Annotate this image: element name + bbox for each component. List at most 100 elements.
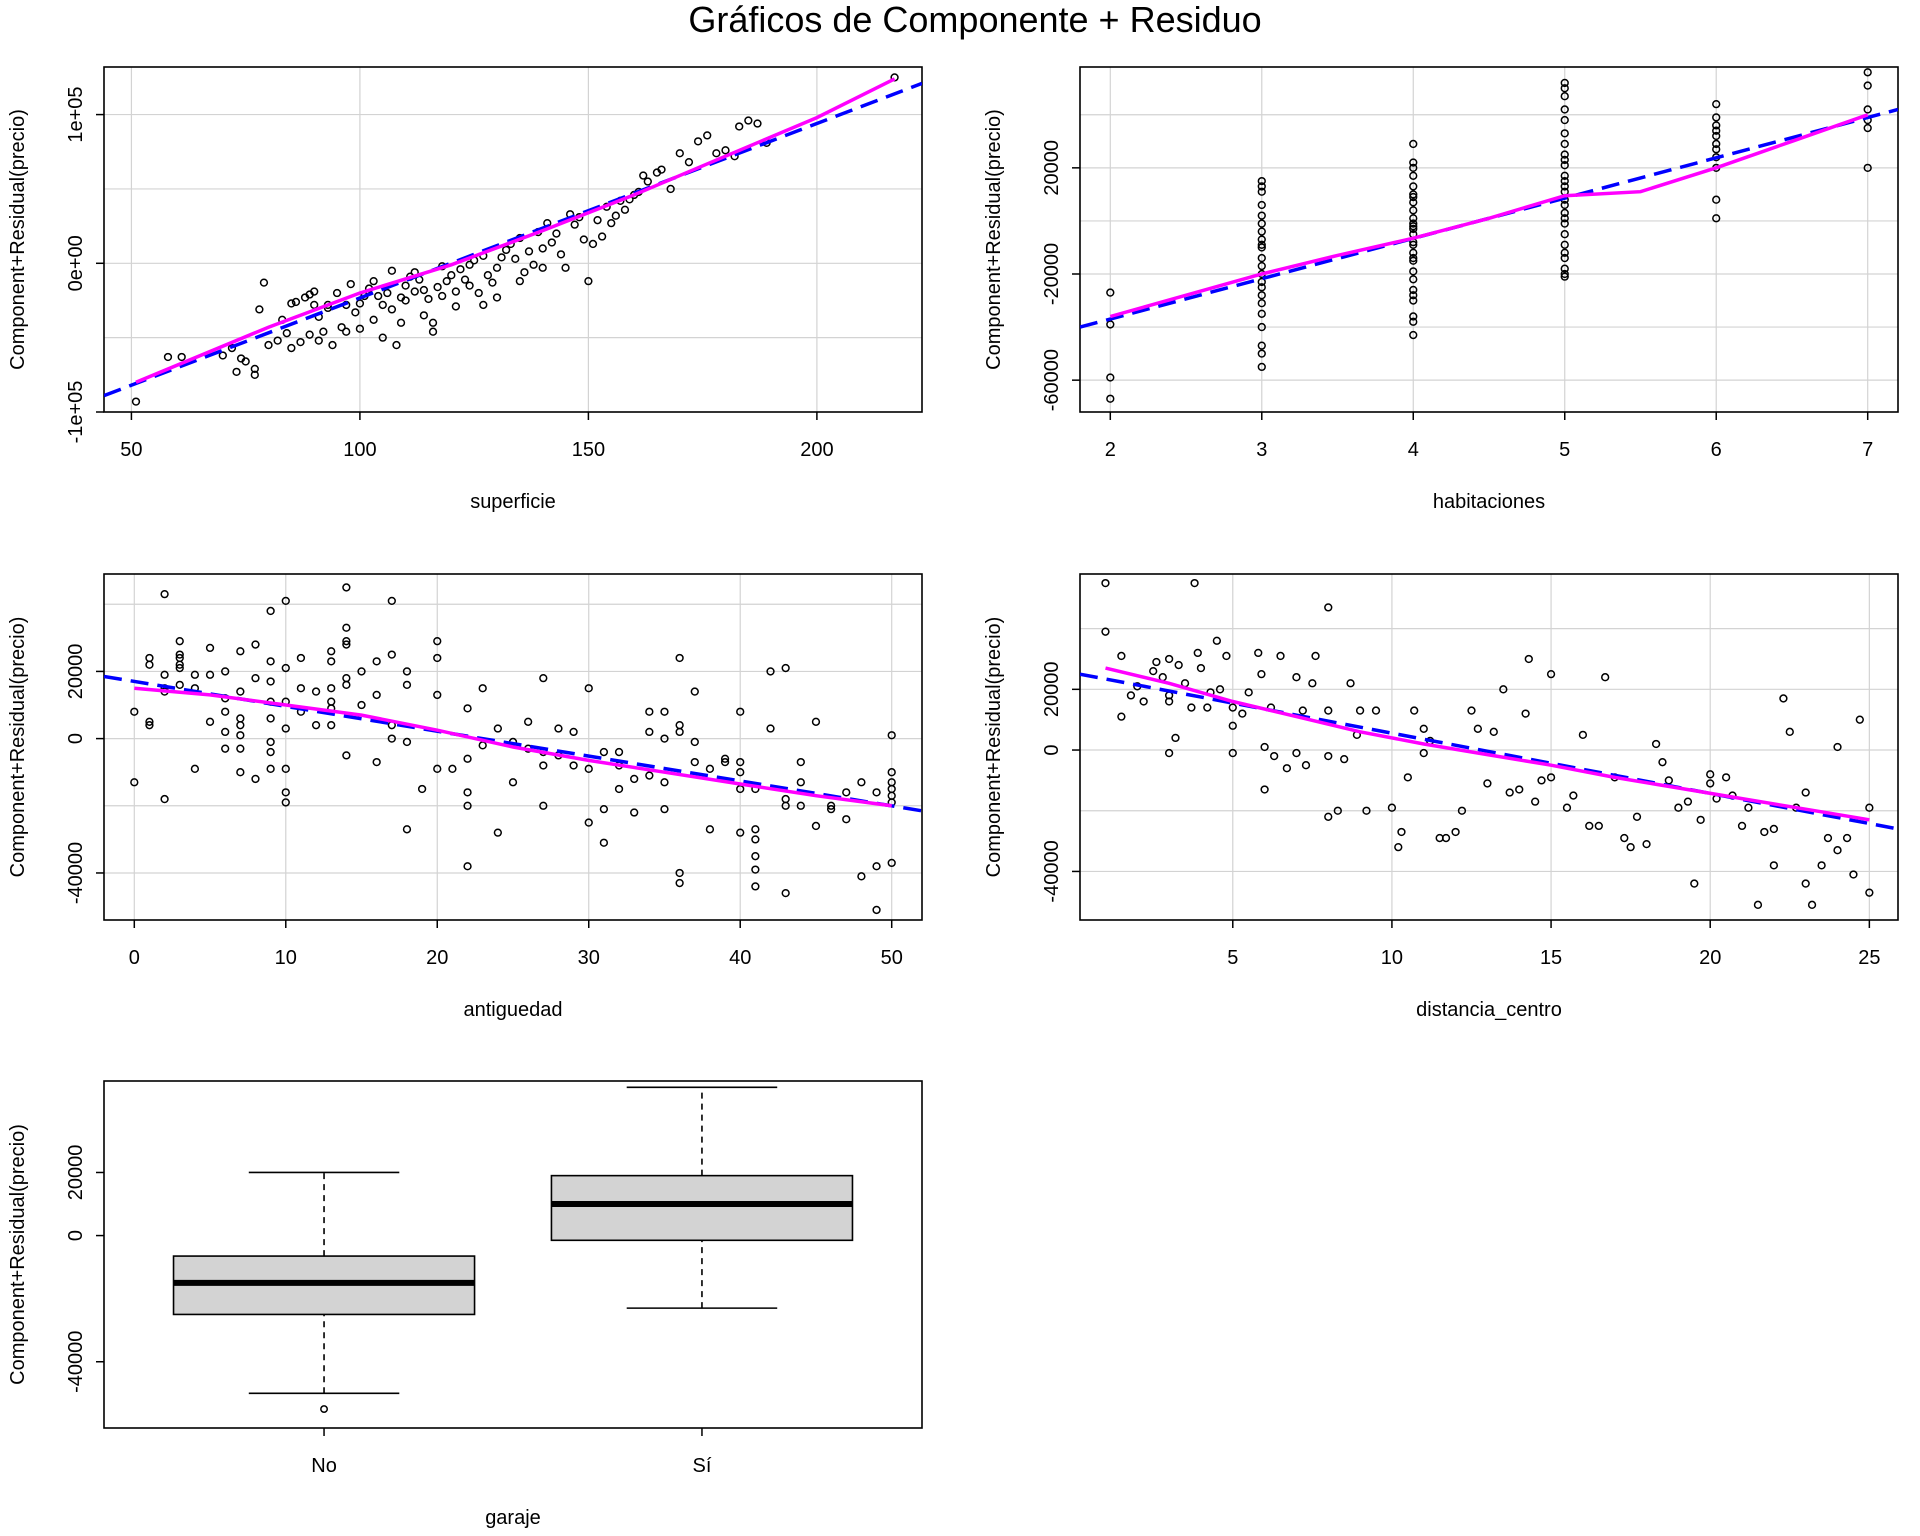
data-point	[1149, 666, 1158, 676]
data-point	[1397, 827, 1406, 837]
data-point	[735, 122, 744, 131]
data-point	[1560, 115, 1569, 125]
data-point	[1187, 703, 1196, 712]
data-point	[342, 680, 351, 690]
data-point	[417, 784, 427, 794]
x-tick-label: 6	[1711, 439, 1722, 461]
data-point	[1409, 158, 1418, 167]
data-point	[1712, 145, 1721, 154]
data-point	[611, 211, 620, 220]
data-point	[1190, 578, 1199, 588]
data-point	[826, 801, 836, 810]
data-point	[842, 788, 851, 797]
data-point	[645, 771, 654, 780]
x-tick-label: 3	[1256, 439, 1267, 461]
data-point	[130, 778, 139, 787]
data-point	[175, 653, 184, 663]
data-point	[1257, 187, 1266, 196]
data-point	[721, 146, 730, 155]
plot-frame	[1079, 573, 1899, 921]
y-axis-label: Component+Residual(precio)	[7, 1124, 29, 1385]
data-point	[1842, 833, 1852, 843]
data-point	[433, 637, 442, 646]
data-point	[872, 788, 881, 797]
data-point	[478, 741, 487, 750]
data-point	[221, 744, 230, 753]
data-point	[1324, 751, 1333, 761]
data-point	[690, 737, 699, 747]
data-point	[744, 116, 753, 125]
data-point	[383, 288, 392, 298]
data-point	[281, 596, 290, 606]
x-tick-label: 20	[426, 947, 448, 969]
data-point	[419, 285, 429, 295]
data-point	[1410, 706, 1419, 715]
y-tick-label: 1e+05	[65, 87, 87, 143]
data-point	[478, 684, 487, 693]
x-tick-label: 2	[1105, 439, 1116, 461]
x-tick-label: Sí	[693, 1455, 712, 1477]
data-point	[1244, 688, 1253, 697]
data-point	[1203, 703, 1212, 712]
data-point	[327, 721, 336, 730]
data-point	[1499, 685, 1508, 694]
data-point	[1594, 821, 1603, 831]
y-axis-label: Component+Residual(precio)	[7, 617, 29, 878]
data-point	[712, 149, 721, 158]
data-point	[1409, 275, 1418, 284]
data-point	[1409, 182, 1418, 191]
data-point	[1560, 150, 1569, 159]
x-tick-label: 100	[343, 439, 376, 461]
data-point	[266, 606, 275, 616]
y-axis-label: Component+Residual(precio)	[983, 109, 1005, 370]
data-point	[643, 177, 652, 186]
data-point	[175, 680, 184, 690]
data-point	[751, 865, 760, 874]
x-tick-label: 4	[1408, 439, 1419, 461]
data-point	[1106, 288, 1115, 297]
data-point	[666, 184, 675, 194]
data-point	[781, 888, 790, 898]
data-point	[1355, 706, 1365, 715]
data-point	[447, 271, 456, 280]
data-point	[690, 757, 699, 767]
data-point	[175, 663, 184, 673]
data-point	[402, 737, 412, 747]
data-point	[1164, 748, 1174, 758]
outlier-point	[320, 1405, 328, 1414]
box-No	[172, 1171, 476, 1414]
data-point	[1833, 742, 1842, 752]
data-point	[282, 329, 291, 338]
data-point	[1292, 673, 1301, 682]
data-point	[145, 717, 154, 726]
data-point	[736, 707, 745, 716]
data-point	[556, 250, 566, 259]
data-point	[584, 684, 593, 693]
data-point	[766, 724, 775, 733]
data-point	[1712, 126, 1721, 135]
data-point	[705, 764, 715, 773]
data-point	[1193, 648, 1202, 658]
data-point	[1106, 373, 1115, 382]
data-point	[328, 340, 337, 350]
data-point	[579, 235, 588, 244]
data-point	[1409, 163, 1418, 172]
data-point	[1769, 824, 1779, 834]
data-point	[1823, 833, 1833, 843]
data-point	[539, 801, 548, 810]
data-point	[1817, 861, 1826, 870]
data-point	[720, 757, 730, 767]
data-point	[1546, 773, 1556, 782]
data-point	[1601, 673, 1610, 682]
data-point	[1560, 105, 1569, 114]
box-iqr	[550, 1174, 854, 1242]
data-point	[259, 278, 269, 287]
data-point	[205, 643, 215, 653]
data-point	[327, 684, 336, 693]
data-point	[266, 764, 275, 773]
data-point	[1257, 309, 1266, 318]
data-point	[145, 653, 154, 663]
data-point	[1324, 812, 1333, 821]
data-point	[538, 263, 547, 272]
y-axis-label: Component+Residual(precio)	[983, 617, 1005, 878]
